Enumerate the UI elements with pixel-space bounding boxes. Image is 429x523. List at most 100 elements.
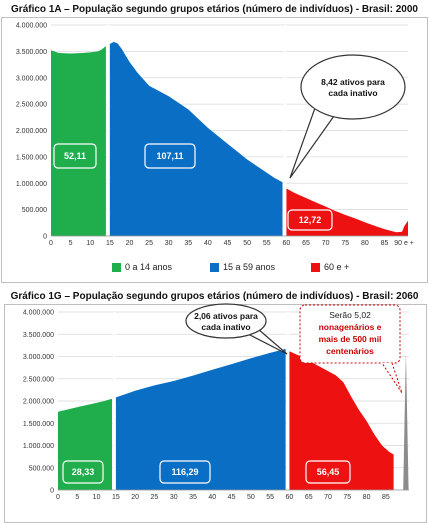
y-tick-label: 2.000.000 xyxy=(16,128,47,135)
y-tick-label: 3.500.000 xyxy=(23,332,54,339)
x-tick-label: 40 xyxy=(204,240,212,247)
legend-swatch xyxy=(311,262,320,272)
callout-bubble xyxy=(185,303,267,339)
legend-item-old: 60 e + xyxy=(311,262,349,272)
x-tick-label: 65 xyxy=(305,494,313,501)
y-tick-label: 3.000.000 xyxy=(23,354,54,361)
x-tick-label: 75 xyxy=(341,240,349,247)
x-tick-label: 15 xyxy=(112,494,120,501)
value-box xyxy=(62,460,104,484)
x-tick-label: 45 xyxy=(224,240,232,247)
x-tick-label: 50 xyxy=(243,240,251,247)
x-tick-label: 30 xyxy=(165,240,173,247)
legend-swatch xyxy=(210,262,219,272)
x-tick-label: 20 xyxy=(131,494,139,501)
value-box-label: 107,11 xyxy=(156,151,183,161)
callout-text: 8,42 ativos para xyxy=(321,77,385,87)
value-box-label: 56,45 xyxy=(317,467,340,477)
x-tick-label: 80 xyxy=(363,494,371,501)
area-series-old xyxy=(289,351,394,490)
value-box-label: 116,29 xyxy=(171,467,198,477)
x-tick-label: 55 xyxy=(266,494,274,501)
legend-label: 15 a 59 anos xyxy=(223,262,276,272)
callout-dashed-box xyxy=(299,304,401,364)
value-box xyxy=(53,143,97,169)
y-tick-label: 2.000.000 xyxy=(23,399,54,406)
legend-label: 60 e + xyxy=(324,262,350,272)
chart-svg: 0 500.000 1.000.000 1.500.000 2.000.000 2.500… xyxy=(23,303,409,501)
y-tick-label: 4.000.000 xyxy=(23,310,54,317)
callout-text: cada inativo xyxy=(328,88,377,98)
chart-svg: 0 500.000 1.000.000 1.500.000 2.000.000 2.500… xyxy=(16,23,414,248)
x-tick-label: 15 xyxy=(106,240,114,247)
value-box xyxy=(287,209,333,231)
legend-label: 0 a 14 anos xyxy=(125,262,173,272)
value-box-label: 52,11 xyxy=(64,151,86,161)
callout-bubble xyxy=(300,54,406,120)
y-tick-label: 3.000.000 xyxy=(16,75,47,82)
x-tick-label: 90 e + xyxy=(394,240,414,247)
value-box xyxy=(305,460,351,484)
callout-joint xyxy=(247,326,259,335)
callout-dashed-tail xyxy=(381,362,403,394)
y-tick-label: 0 xyxy=(43,234,47,241)
x-tick-label: 10 xyxy=(86,240,94,247)
x-tick-label: 0 xyxy=(56,494,60,501)
y-tick-label: 1.500.000 xyxy=(23,421,54,428)
callout-joint xyxy=(314,105,335,117)
y-tick-label: 1.500.000 xyxy=(16,154,47,161)
x-tick-label: 0 xyxy=(49,240,53,247)
x-tick-label: 45 xyxy=(228,494,236,501)
chart-panel-2000: Gráfico 1A – População segundo grupos et… xyxy=(0,4,429,283)
value-box-label: 12,72 xyxy=(299,215,322,225)
callout-text: 2,06 ativos para xyxy=(194,311,258,321)
area-series-young xyxy=(51,46,106,236)
value-box-label: 28,33 xyxy=(72,467,95,477)
x-tick-label: 75 xyxy=(343,494,351,501)
x-tick-label: 80 xyxy=(361,240,369,247)
value-box xyxy=(159,460,211,484)
legend-swatch xyxy=(112,262,121,272)
x-tick-label: 40 xyxy=(208,494,216,501)
area-series-oldest xyxy=(403,352,409,490)
x-tick-label: 55 xyxy=(263,240,271,247)
x-tick-label: 35 xyxy=(189,494,197,501)
y-tick-label: 0 xyxy=(50,488,54,495)
chart-legend: 0 a 14 anos 15 a 59 anos 60 e + xyxy=(0,262,429,276)
y-tick-label: 3.500.000 xyxy=(16,49,47,56)
y-tick-label: 1.000.000 xyxy=(23,443,54,450)
chart-title: Gráfico 1G – População segundo grupos et… xyxy=(10,291,419,302)
chart-panel-2060: Gráfico 1G – População segundo grupos et… xyxy=(0,287,429,523)
callout-text: nonagenários e xyxy=(319,322,382,332)
x-tick-label: 85 xyxy=(381,240,389,247)
x-tick-label: 85 xyxy=(382,494,390,501)
x-tick-label: 35 xyxy=(184,240,192,247)
x-tick-label: 20 xyxy=(126,240,134,247)
x-tick-label: 5 xyxy=(69,240,73,247)
x-tick-label: 70 xyxy=(322,240,330,247)
x-tick-label: 10 xyxy=(93,494,101,501)
x-tick-label: 5 xyxy=(75,494,79,501)
area-series-old xyxy=(286,188,408,236)
x-tick-label: 25 xyxy=(145,240,153,247)
area-series-working xyxy=(115,348,286,490)
y-tick-label: 4.000.000 xyxy=(16,23,47,30)
y-tick-label: 1.000.000 xyxy=(16,181,47,188)
y-tick-label: 2.500.000 xyxy=(16,102,47,109)
y-tick-label: 500.000 xyxy=(22,207,47,214)
legend-item-working: 15 a 59 anos xyxy=(210,262,275,272)
x-tick-label: 65 xyxy=(302,240,310,247)
callout-tail xyxy=(289,107,335,179)
x-tick-label: 30 xyxy=(170,494,178,501)
callout-text: Serão 5,02 xyxy=(329,310,371,320)
area-series-young xyxy=(58,398,112,490)
callout-text: cada inativo xyxy=(201,322,250,332)
chart-title: Gráfico 1A – População segundo grupos et… xyxy=(11,4,418,15)
value-box xyxy=(144,143,196,169)
callout-text: mais de 500 mil xyxy=(319,334,382,344)
callout-text: centenários xyxy=(326,346,374,356)
y-tick-label: 2.500.000 xyxy=(23,376,54,383)
x-tick-label: 50 xyxy=(247,494,255,501)
x-tick-label: 60 xyxy=(282,240,290,247)
legend-item-young: 0 a 14 anos xyxy=(112,262,172,272)
